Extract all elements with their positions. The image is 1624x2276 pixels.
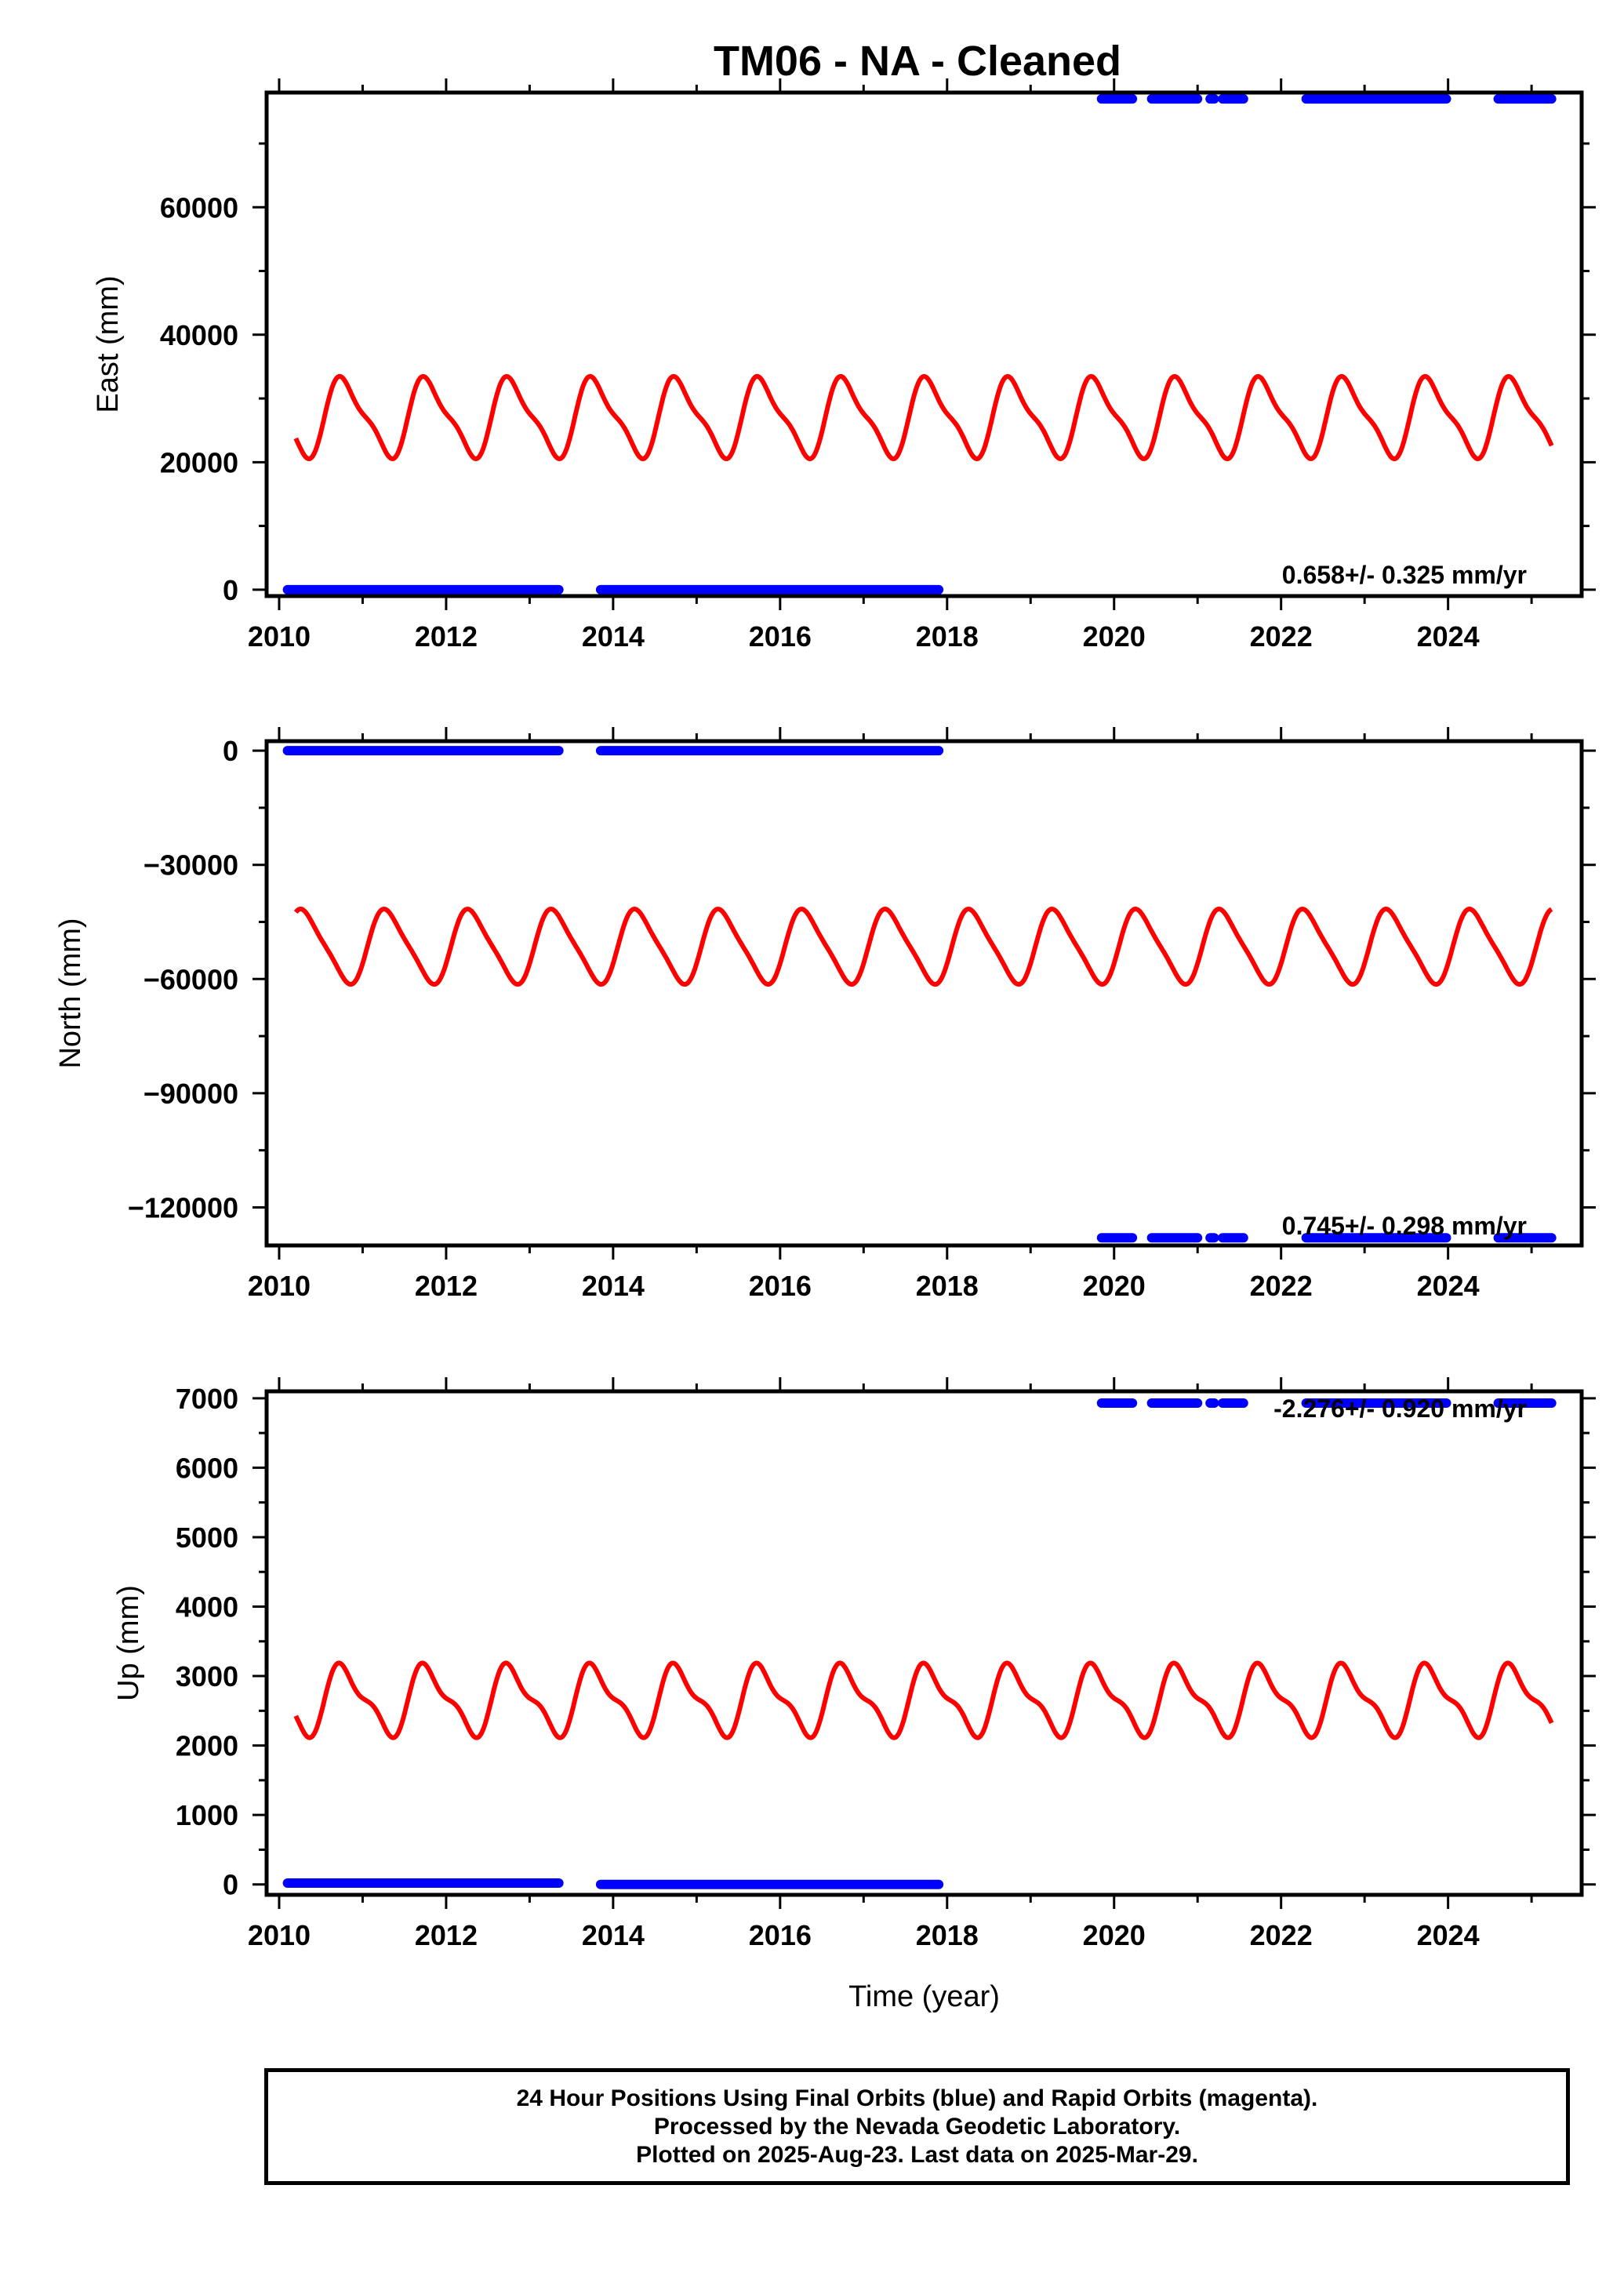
north-xtick-label: 2018	[916, 1270, 979, 1302]
east-xtick-label: 2016	[749, 620, 812, 653]
north-xtick-label: 2024	[1417, 1270, 1480, 1302]
up-xtick-label: 2022	[1250, 1919, 1313, 1951]
up-ytick-label: 4000	[176, 1591, 238, 1623]
east-xtick-label: 2018	[916, 620, 979, 653]
up-ytick-label: 7000	[176, 1383, 238, 1415]
north-rate-text: 0.745+/- 0.298 mm/yr	[1282, 1212, 1527, 1240]
panel-east: 2010 2012 2014 2016 2018 2020 2022 2024 0 20000 40…	[92, 78, 1596, 653]
east-xtick-label: 2022	[1250, 620, 1313, 653]
footer-line-orbits: 24 Hour Positions Using Final Orbits (bl…	[516, 2085, 1318, 2111]
panel-north: 2010 2012 2014 2016 2018 2020 2022 2024 0 −30000 −…	[54, 727, 1596, 1302]
north-xtick-label: 2010	[248, 1270, 311, 1302]
north-ytick-label: −120000	[128, 1191, 238, 1223]
up-ytick-label: 0	[223, 1869, 238, 1901]
north-ytick-label: 0	[223, 735, 238, 767]
east-y-axis-label: East (mm)	[92, 275, 125, 413]
north-xtick-label: 2022	[1250, 1270, 1313, 1302]
north-ytick-label: −90000	[144, 1078, 238, 1110]
up-ytick-label: 6000	[176, 1452, 238, 1484]
north-xtick-label: 2014	[582, 1270, 645, 1302]
figure-title: TM06 - NA - Cleaned	[714, 38, 1121, 85]
up-xtick-label: 2018	[916, 1919, 979, 1951]
up-y-axis-label: Up (mm)	[112, 1585, 145, 1701]
up-ytick-label: 2000	[176, 1730, 238, 1762]
east-ytick-label: 40000	[160, 319, 238, 351]
east-seasonal-model-line	[293, 373, 1554, 462]
east-frame	[264, 90, 1584, 598]
up-xtick-label: 2012	[415, 1919, 478, 1951]
up-plot-area	[282, 1398, 1557, 1889]
up-ytick-label: 5000	[176, 1522, 238, 1554]
up-rate-text: -2.276+/- 0.920 mm/yr	[1273, 1394, 1527, 1423]
up-xtick-label: 2020	[1083, 1919, 1146, 1951]
north-frame	[264, 739, 1584, 1248]
up-ytick-label: 1000	[176, 1799, 238, 1831]
chart-panels: 2010 2012 2014 2016 2018 2020 2022 202402000040…	[54, 78, 1596, 2013]
east-plot-area	[282, 94, 1557, 594]
footer-note-box: 24 Hour Positions Using Final Orbits (bl…	[264, 2068, 1570, 2185]
up-seasonal-model-line	[293, 1660, 1554, 1740]
north-xtick-label: 2016	[749, 1270, 812, 1302]
up-xtick-label: 2014	[582, 1919, 645, 1951]
east-xtick-label: 2020	[1083, 620, 1146, 653]
north-ytick-label: −60000	[144, 963, 238, 995]
north-xtick-label: 2020	[1083, 1270, 1146, 1302]
east-ytick-label: 60000	[160, 191, 238, 224]
up-frame	[264, 1389, 1584, 1897]
up-xtick-label: 2010	[248, 1919, 311, 1951]
east-xtick-label: 2012	[415, 620, 478, 653]
east-ytick-label: 20000	[160, 446, 238, 478]
east-ytick-label: 0	[223, 574, 238, 606]
footer-line-dates: Plotted on 2025-Aug-23. Last data on 202…	[636, 2141, 1198, 2168]
up-xtick-label: 2016	[749, 1919, 812, 1951]
footer-line-processor: Processed by the Nevada Geodetic Laborat…	[653, 2113, 1181, 2140]
up-xtick-label: 2024	[1417, 1919, 1480, 1951]
east-xtick-label: 2024	[1417, 620, 1480, 653]
x-axis-title: Time (year)	[848, 1980, 1000, 2013]
north-ytick-label: −30000	[144, 849, 238, 882]
east-xtick-label: 2014	[582, 620, 645, 653]
north-seasonal-model-line	[293, 906, 1553, 987]
north-xtick-label: 2012	[415, 1270, 478, 1302]
up-ytick-label: 3000	[176, 1660, 238, 1692]
north-y-axis-label: North (mm)	[54, 918, 87, 1068]
panel-up: 2010 2012 2014 2016 2018 2020 2022 2024 0 1000 200…	[112, 1377, 1596, 2013]
east-rate-text: 0.658+/- 0.325 mm/yr	[1282, 561, 1527, 589]
east-xtick-label: 2010	[248, 620, 311, 653]
north-plot-area	[282, 746, 1557, 1243]
